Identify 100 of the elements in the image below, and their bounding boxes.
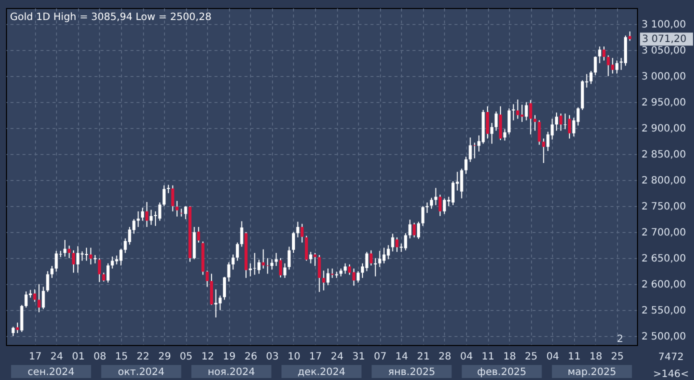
candlestick bbox=[162, 184, 166, 207]
y-tick-label: 2 500,00 bbox=[642, 332, 686, 343]
candlestick bbox=[292, 232, 295, 254]
candlestick bbox=[555, 112, 558, 132]
x-tick-label: 18 bbox=[503, 352, 516, 362]
y-tick-label: 2 550,00 bbox=[642, 306, 686, 317]
candlestick bbox=[404, 232, 408, 251]
x-tick-label: 12 bbox=[201, 352, 214, 362]
candlestick bbox=[330, 268, 334, 278]
candlestick bbox=[430, 197, 433, 210]
candlestick bbox=[38, 284, 41, 313]
candlestick bbox=[150, 209, 153, 226]
candlestick bbox=[412, 222, 416, 238]
candlestick bbox=[89, 247, 92, 265]
candlestick bbox=[611, 57, 614, 74]
candlestick bbox=[417, 221, 420, 240]
candlestick bbox=[110, 256, 114, 270]
candlestick bbox=[54, 250, 58, 272]
candlestick bbox=[42, 286, 45, 310]
candlestick bbox=[590, 70, 593, 84]
y-tick-label: 2 850,00 bbox=[642, 150, 686, 161]
x-tick-label: 21 bbox=[416, 352, 430, 362]
text: 3 071,20 bbox=[642, 34, 687, 46]
x-tick-label: 15 bbox=[115, 352, 128, 362]
x-tick-label: 07 bbox=[374, 352, 387, 362]
candlestick bbox=[253, 252, 256, 276]
candlestick bbox=[490, 122, 494, 144]
candlestick bbox=[370, 250, 373, 266]
candlestick bbox=[270, 258, 274, 270]
candlestick bbox=[210, 273, 214, 306]
candlestick bbox=[508, 108, 511, 135]
candlestick bbox=[438, 194, 442, 217]
candlestick bbox=[119, 248, 122, 266]
candlestick bbox=[494, 110, 498, 132]
candlestick bbox=[84, 247, 88, 262]
y-tick-label: 2 700,00 bbox=[642, 228, 686, 239]
y-tick-label: 3 050,00 bbox=[642, 46, 686, 57]
y-tick-label: 2 600,00 bbox=[642, 280, 686, 291]
candlestick bbox=[136, 210, 140, 228]
x-tick-label: 18 bbox=[589, 352, 602, 362]
candlestick bbox=[262, 248, 265, 270]
candlestick bbox=[80, 250, 84, 262]
candlestick bbox=[318, 254, 321, 292]
candlestick bbox=[46, 270, 50, 292]
candlestick bbox=[98, 258, 101, 283]
x-tick-label: 17 bbox=[28, 352, 42, 362]
candlestick bbox=[365, 251, 368, 272]
candlestick bbox=[606, 54, 610, 77]
candlestick bbox=[184, 206, 188, 220]
text: окт.2024 bbox=[118, 367, 165, 378]
x-tick-label: 28 bbox=[438, 352, 452, 362]
candlestick bbox=[266, 258, 270, 274]
candlestick bbox=[356, 270, 360, 284]
candlestick bbox=[322, 270, 326, 291]
candlestick bbox=[473, 142, 476, 159]
candlestick bbox=[559, 113, 562, 132]
candlestick bbox=[68, 245, 71, 259]
candlestick bbox=[206, 270, 209, 288]
candlestick bbox=[542, 138, 546, 164]
candlestick bbox=[141, 207, 144, 222]
x-tick-label: 31 bbox=[352, 352, 366, 362]
candlestick bbox=[326, 268, 330, 286]
y-tick-label: 2 800,00 bbox=[642, 176, 686, 187]
x-tick-label: 14 bbox=[395, 352, 408, 362]
x-tick-label: 03 bbox=[266, 352, 279, 362]
chart-title: Gold 1D High = 3085,94 Low = 2500,28 bbox=[10, 12, 212, 23]
y-tick-label: 2 900,00 bbox=[642, 124, 686, 135]
candlestick bbox=[594, 56, 597, 76]
candlestick bbox=[288, 246, 291, 270]
candlestick bbox=[94, 254, 97, 264]
candlestick bbox=[352, 268, 356, 286]
y-tick-label: 2 950,00 bbox=[642, 98, 686, 109]
text: >146< bbox=[653, 369, 689, 380]
x-tick-label: 10 bbox=[288, 352, 300, 362]
candlestick bbox=[538, 120, 541, 146]
y-tick-label: 3 000,00 bbox=[642, 72, 686, 83]
candlestick bbox=[171, 184, 174, 212]
candlestick bbox=[524, 102, 528, 121]
candlestick bbox=[533, 114, 536, 132]
candlestick bbox=[158, 202, 162, 222]
candlestick bbox=[503, 128, 506, 142]
text: янв.2025 bbox=[388, 367, 436, 378]
candlestick bbox=[442, 198, 446, 214]
candlestick bbox=[615, 60, 618, 74]
candlestick bbox=[72, 250, 76, 274]
x-tick-label: 22 bbox=[136, 352, 150, 362]
candlestick bbox=[232, 254, 235, 270]
x-tick-label: 19 bbox=[222, 352, 236, 362]
x-tick-label: 25 bbox=[524, 352, 538, 362]
candlestick bbox=[468, 136, 472, 162]
candlestick bbox=[344, 262, 347, 274]
candlestick bbox=[106, 262, 110, 284]
candlestick bbox=[63, 239, 66, 258]
candlestick bbox=[33, 288, 36, 302]
x-tick-label: 11 bbox=[568, 352, 581, 362]
x-tick-label: 24 bbox=[50, 352, 64, 362]
x-tick-label: 04 bbox=[460, 352, 473, 362]
x-tick-label: 08 bbox=[94, 352, 106, 362]
candlestick bbox=[50, 265, 54, 278]
candlestick bbox=[274, 252, 278, 266]
